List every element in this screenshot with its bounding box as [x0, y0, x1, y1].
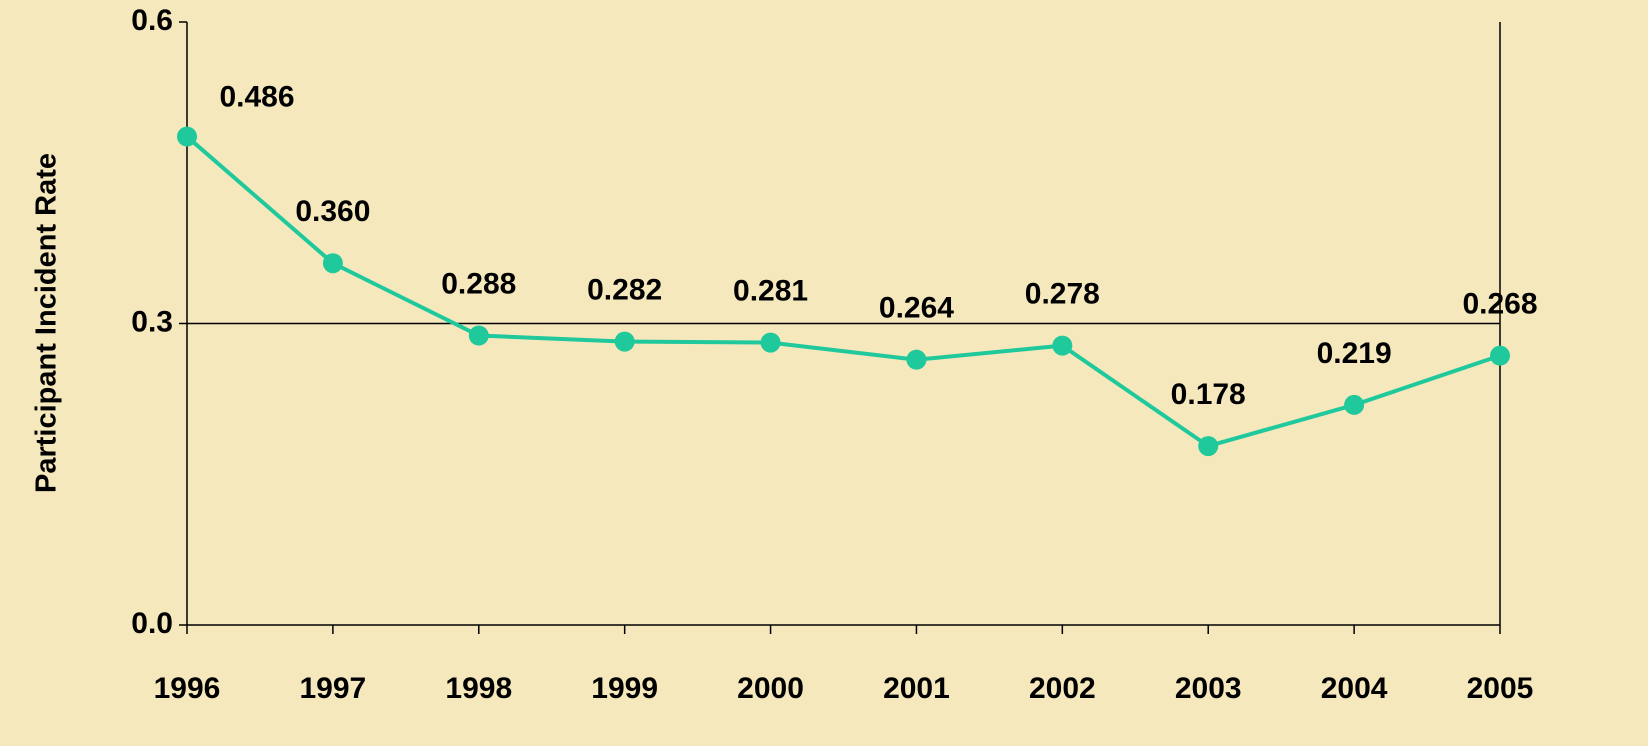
x-tick-label: 2005 [1467, 672, 1534, 705]
x-tick-label: 1998 [445, 672, 512, 705]
data-label: 0.268 [1462, 288, 1537, 321]
data-label: 0.278 [1025, 278, 1100, 311]
x-tick-label: 2000 [737, 672, 804, 705]
data-label: 0.281 [733, 275, 808, 308]
x-tick-label: 1997 [300, 672, 367, 705]
point [1198, 436, 1219, 457]
x-tick-label: 2001 [883, 672, 950, 705]
x-tick-label: 2002 [1029, 672, 1096, 705]
point [1344, 394, 1365, 415]
x-tick-label: 1999 [591, 672, 658, 705]
point [468, 325, 489, 346]
data-label: 0.264 [879, 292, 954, 325]
point [760, 332, 781, 353]
data-label: 0.360 [295, 195, 370, 228]
point [614, 331, 635, 352]
point [1490, 345, 1510, 366]
y-tick-label: 0.0 [131, 607, 173, 640]
x-tick-label: 2003 [1175, 672, 1242, 705]
y-axis-label: Participant Incident Rate [31, 153, 63, 493]
point [322, 253, 343, 274]
data-label: 0.219 [1317, 337, 1392, 370]
point [177, 126, 197, 147]
y-tick-label: 0.6 [131, 4, 173, 37]
point [1052, 335, 1073, 356]
x-tick-label: 2004 [1321, 672, 1388, 705]
y-tick-label: 0.3 [131, 305, 173, 338]
data-label: 0.486 [219, 80, 294, 113]
data-label: 0.282 [587, 274, 662, 307]
point [906, 349, 927, 370]
data-label: 0.288 [441, 267, 516, 300]
line [185, 135, 1501, 449]
data-label: 0.178 [1171, 378, 1246, 411]
x-tick-label: 1996 [154, 672, 221, 705]
